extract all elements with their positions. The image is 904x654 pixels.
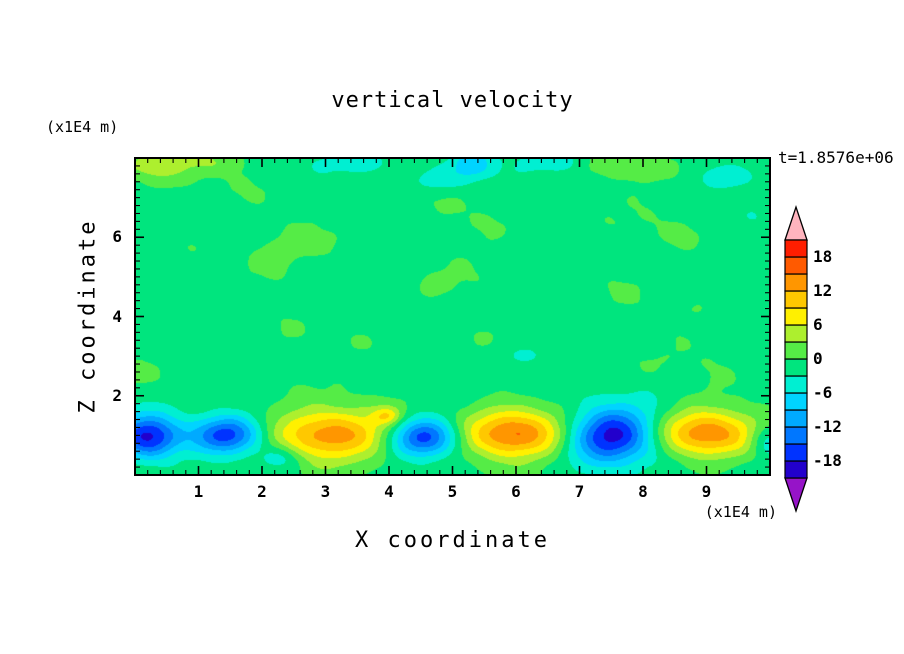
colorbar — [784, 204, 808, 514]
x-tick-label: 9 — [701, 482, 712, 501]
x-tick-label: 2 — [257, 482, 267, 501]
colorbar-band — [784, 324, 808, 343]
x-axis-label: X coordinate — [355, 528, 550, 553]
colorbar-band — [784, 426, 808, 445]
x-tick-label: 5 — [447, 482, 458, 501]
x-tick-label: 8 — [638, 482, 648, 501]
colorbar-band — [784, 392, 808, 411]
timestamp-label: t=1.8576e+06 — [778, 148, 894, 167]
colorbar-tick-label: -12 — [813, 417, 842, 436]
colorbar-tick-label: 18 — [813, 247, 833, 266]
x-tick-label: 4 — [384, 482, 394, 501]
colorbar-tick-label: 6 — [813, 315, 823, 334]
colorbar-band — [784, 460, 808, 479]
colorbar-band — [784, 290, 808, 309]
colorbar-band — [784, 307, 808, 326]
x-tick-label: 6 — [511, 482, 521, 501]
y-tick-label: 4 — [112, 306, 122, 326]
y-axis-unit-label: (x1E4 m) — [46, 118, 119, 136]
colorbar-tick-label: -6 — [813, 383, 833, 402]
x-tick-label: 7 — [574, 482, 585, 501]
colorbar-tick-label: -18 — [813, 451, 842, 470]
colorbar-tick-label: 12 — [813, 281, 833, 300]
colorbar-band — [784, 375, 808, 394]
colorbar-band — [784, 341, 808, 360]
chart-title: vertical velocity — [331, 88, 574, 113]
colorbar-band — [784, 256, 808, 275]
x-tick-label: 1 — [193, 482, 204, 501]
colorbar-band — [784, 273, 808, 292]
colorbar-band — [784, 239, 808, 258]
colorbar-above-arrow — [784, 204, 808, 241]
y-tick-label: 2 — [112, 385, 122, 405]
x-tick-label: 3 — [320, 482, 331, 501]
x-axis-unit-label: (x1E4 m) — [704, 503, 777, 521]
y-tick-label: 6 — [112, 227, 122, 247]
colorbar-tick-label: 0 — [813, 349, 823, 368]
contour-field-canvas — [135, 158, 770, 475]
colorbar-below-arrow — [784, 477, 808, 514]
colorbar-band — [784, 409, 808, 428]
colorbar-band — [784, 443, 808, 462]
colorbar-band — [784, 358, 808, 377]
